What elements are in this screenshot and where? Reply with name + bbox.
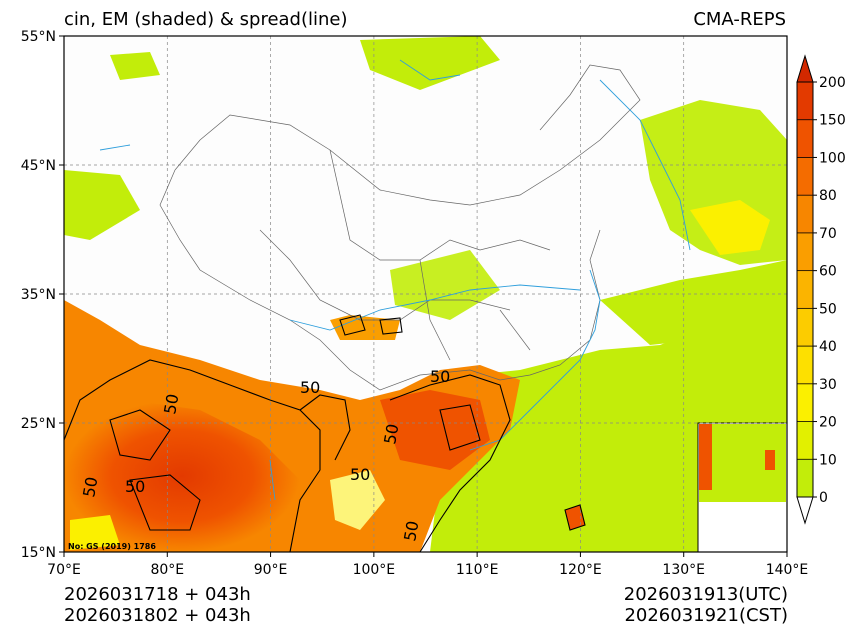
colorbar-label-2: 20 (819, 415, 837, 431)
colorbar-label-1: 10 (819, 452, 837, 468)
colorbar-label-6: 60 (819, 264, 837, 280)
colorbar-label-5: 50 (819, 301, 837, 317)
lat-tick-label-4: 15°N (21, 545, 56, 561)
spread-contours (63, 314, 586, 553)
colorbar-label-3: 30 (819, 377, 837, 393)
boundaries (159, 64, 641, 391)
contour-label-4: 50 (125, 477, 145, 496)
rivers-coastline (99, 59, 691, 501)
contour-label-3: 50 (79, 475, 101, 498)
shade-yellow-bay (70, 515, 120, 550)
contour-label-6: 50 (350, 465, 370, 484)
footer-init: 2026031718 + 043h 2026031802 + 043h (64, 584, 251, 626)
review-number: No: GS (2019) 1786 (68, 542, 156, 551)
lon-tick-label-3: 100°E (353, 562, 396, 578)
lon-tick-label-7: 140°E (766, 562, 809, 578)
colorbar-segment-6 (797, 232, 813, 272)
lat-tick-label-1: 45°N (21, 158, 56, 174)
axis-ticks: 70°E 80°E 90°E 100°E 110°E 120°E 130°E 140°E 55°… (21, 29, 809, 578)
model-name: CMA-REPS (693, 9, 786, 30)
shade-red-core-1 (64, 400, 300, 552)
colorbar-segment-4 (797, 308, 813, 347)
colorbar-label-0: 0 (819, 490, 828, 506)
shade-green-north (360, 36, 500, 90)
colorbar-label-4: 40 (819, 339, 837, 355)
colorbar-segment-3 (797, 346, 813, 385)
colorbar-label-10: 150 (819, 113, 846, 129)
shade-green-ocean-south (600, 260, 787, 345)
init-time-utc: 2026031718 + 043h (64, 584, 251, 605)
footer-valid: 2026031913(UTC) 2026031921(CST) (624, 584, 788, 626)
colorbar-over-arrow (796, 54, 814, 83)
lat-tick-label-2: 35°N (21, 287, 56, 303)
lon-tick-label-0: 70°E (47, 562, 81, 578)
contour-label-2: 50 (430, 367, 450, 386)
colorbar-segment-8 (797, 157, 813, 196)
colorbar: 0 10 20 30 40 50 60 70 80 100 150 200 (796, 54, 846, 525)
lat-tick-label-0: 55°N (21, 29, 56, 45)
colorbar-label-7: 70 (819, 226, 837, 242)
shade-yellow-ne (690, 200, 770, 255)
lon-tick-label-2: 90°E (254, 562, 288, 578)
colorbar-label-11: 200 (819, 75, 846, 91)
valid-time-cst: 2026031921(CST) (624, 605, 788, 626)
colorbar-segment-9 (797, 119, 813, 158)
shade-red-taiwan (565, 505, 585, 530)
colorbar-label-9: 100 (819, 150, 846, 166)
lon-tick-label-4: 110°E (456, 562, 499, 578)
shade-green-east (420, 310, 787, 552)
lon-tick-label-5: 120°E (559, 562, 602, 578)
valid-time-utc: 2026031913(UTC) (623, 584, 788, 605)
colorbar-segment-5 (797, 270, 813, 309)
contour-label-7: 50 (400, 519, 422, 542)
colorbar-segment-0 (797, 459, 813, 498)
shade-red-core-2 (380, 390, 490, 470)
lon-tick-label-6: 130°E (662, 562, 705, 578)
shade-green-west (64, 170, 140, 240)
shade-green-nw (110, 52, 160, 80)
colorbar-label-8: 80 (819, 188, 837, 204)
lat-tick-label-3: 25°N (21, 416, 56, 432)
lon-tick-label-1: 80°E (150, 562, 184, 578)
colorbar-segment-2 (797, 383, 813, 423)
chart-title: cin, EM (shaded) & spread(line) (64, 9, 348, 30)
colorbar-segment-7 (797, 195, 813, 234)
contour-label-1: 50 (300, 378, 320, 397)
contour-label-8: 50 (160, 392, 182, 415)
init-time-cst: 2026031802 + 043h (64, 605, 251, 626)
shade-yellow-inner (330, 470, 385, 530)
contour-label-5: 50 (380, 422, 402, 445)
inset-map (697, 422, 788, 553)
colorbar-segment-1 (797, 421, 813, 460)
colorbar-under-arrow (796, 496, 814, 525)
colorbar-segment-10 (797, 82, 813, 121)
